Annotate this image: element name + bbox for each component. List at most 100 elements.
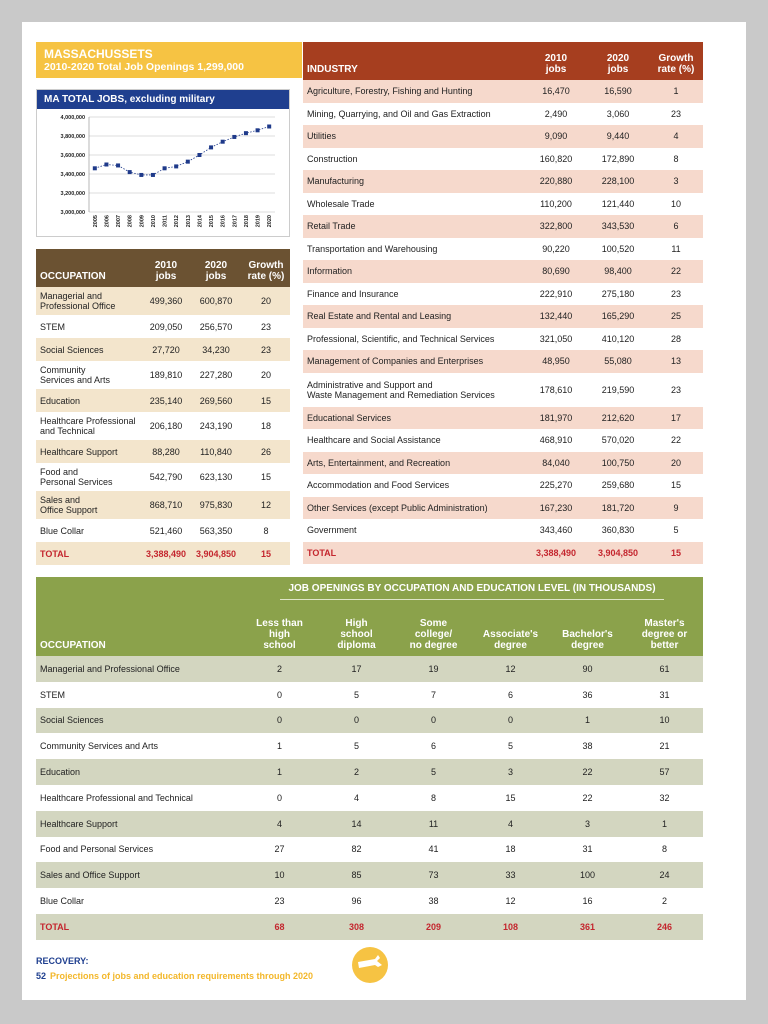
cell-value: 23: [260, 321, 271, 332]
cell-value: 2: [318, 759, 395, 785]
y-tick-label: 3,600,000: [61, 153, 85, 159]
row-label: Healthcare Professional and Technical: [40, 792, 193, 803]
marker: [127, 170, 132, 175]
cell-value: 15: [242, 542, 290, 565]
table-row: Education 1 2 5 3 22 57: [36, 759, 703, 785]
cell-value: 1: [549, 707, 626, 734]
cell-value: 8: [430, 792, 436, 803]
cell-value: 4: [241, 810, 318, 837]
table-row: Arts, Entertainment, and Recreation 84,04…: [303, 451, 703, 474]
cell-value: 15: [649, 541, 703, 564]
table-row: Healthcare and Social Assistance 468,910 5…: [303, 429, 703, 452]
table-row: Managerial and Professional Office 2 17 19 1…: [36, 656, 703, 682]
x-tick-label: 2014: [197, 214, 203, 227]
table-row: STEM 0 5 7 6 36 31: [36, 682, 703, 708]
cell-value: 521,460: [149, 525, 183, 536]
table-row: Real Estate and Rental and Leasing 132,44…: [303, 305, 703, 328]
header: MASSACHUSSETS 2010-2020 Total Job Openin…: [36, 42, 302, 78]
row-label: Agriculture, Forestry, Fishing and Hunti…: [303, 80, 525, 103]
table-row: Information 80,690 98,400 22: [303, 260, 703, 283]
cell-value: 3: [472, 759, 549, 785]
cell-value: 165,290: [587, 305, 649, 328]
cell-value: 12: [505, 896, 516, 907]
cell-value: 38: [582, 741, 593, 752]
cell-value: 11: [395, 810, 472, 837]
cell-value: 73: [395, 862, 472, 889]
cell-value: 27: [274, 844, 285, 855]
occupation-table: OCCUPATION 2010 jobs 2020 jobs Growth rate …: [36, 249, 290, 565]
row-label: Managerial and Professional Office: [36, 287, 142, 315]
row-label: STEM: [40, 321, 66, 332]
education-table: JOB OPENINGS BY OCCUPATION AND EDUCATION…: [36, 577, 703, 940]
cell-value: 3,388,490: [142, 542, 190, 565]
cell-value: 80,690: [525, 260, 587, 283]
table-row: Management of Companies and Enterprises 4…: [303, 350, 703, 373]
cell-value: 26: [242, 440, 290, 463]
x-tick-label: 2010: [151, 215, 157, 227]
cell-value: 34,230: [190, 338, 242, 361]
row-label: TOTAL: [36, 542, 142, 565]
cell-value: 6: [507, 689, 513, 700]
header-title: MASSACHUSSETS: [44, 47, 153, 61]
row-label: Social Sciences: [36, 338, 142, 361]
x-tick-label: 2012: [174, 215, 180, 227]
cell-value: 160,820: [539, 153, 573, 164]
cell-value: 178,610: [539, 384, 573, 395]
header-row: OCCUPATION 2010 jobs 2020 jobs Growth rate …: [36, 249, 290, 287]
row-label: STEM: [40, 689, 66, 700]
cell-value: 12: [472, 656, 549, 682]
cell-value: 2: [661, 896, 667, 907]
x-tick-label: 2007: [116, 215, 122, 227]
row-label: Manufacturing: [303, 170, 525, 193]
marker: [255, 128, 260, 133]
row-label: Construction: [307, 153, 358, 164]
row-label: Professional, Scientific, and Technical …: [307, 333, 495, 344]
cell-value: 3,388,490: [525, 541, 587, 564]
column-header: Growth rate (%): [649, 42, 703, 80]
chart: 3,000,000 3,200,000 3,400,000 3,600,000 3,80…: [61, 115, 275, 227]
column-header: OCCUPATION: [36, 249, 142, 287]
marker: [243, 131, 248, 136]
cell-value: 90: [549, 656, 626, 682]
x-tick-label: 2020: [267, 215, 273, 227]
cell-value: 100,520: [601, 243, 635, 254]
cell-value: 212,620: [587, 406, 649, 429]
cell-value: 27,720: [142, 338, 190, 361]
column-header: Bachelor's degree: [549, 601, 626, 656]
industry-table: INDUSTRY 2010 jobs 2020 jobs Growth rate (%…: [303, 42, 703, 564]
cell-value: 361: [549, 913, 626, 940]
cell-value: 468,910: [539, 435, 573, 446]
cell-value: 0: [276, 689, 282, 700]
x-tick-label: 2006: [104, 215, 110, 227]
row-label: Information: [303, 260, 525, 283]
x-tick-label: 2009: [139, 215, 145, 227]
cell-value: 13: [649, 350, 703, 373]
cell-value: 2,490: [544, 108, 568, 119]
cell-value: 1: [649, 80, 703, 103]
cell-value: 98,400: [587, 260, 649, 283]
x-tick-label: 2011: [163, 215, 169, 227]
cell-value: 181,720: [587, 496, 649, 519]
table-row: Government 343,460 360,830 5: [303, 519, 703, 542]
cell-value: 10: [241, 862, 318, 889]
cell-value: 5: [353, 741, 359, 752]
footer: 52 Projections of jobs and education requ…: [36, 971, 313, 981]
cell-value: 0: [395, 707, 472, 734]
table-row: Educational Services 181,970 212,620 17: [303, 406, 703, 429]
cell-value: 15: [505, 792, 516, 803]
row-label: Education: [36, 389, 142, 412]
cell-value: 23: [274, 896, 285, 907]
marker: [116, 163, 121, 168]
table-row: Managerial and Professional Office 499,36…: [36, 287, 290, 315]
line: [94, 126, 270, 176]
row-label: Retail Trade: [303, 215, 525, 238]
table-row: Manufacturing 220,880 228,100 3: [303, 170, 703, 193]
table-row: Blue Collar 23 96 38 12 16 2: [36, 888, 703, 914]
x-tick-label: 2018: [244, 215, 250, 227]
cell-value: 563,350: [199, 525, 233, 536]
table-row: Retail Trade 322,800 343,530 6: [303, 215, 703, 238]
cell-value: 219,590: [601, 384, 635, 395]
marker: [92, 166, 97, 171]
cell-value: 3: [549, 810, 626, 837]
cell-value: 55,080: [587, 350, 649, 373]
